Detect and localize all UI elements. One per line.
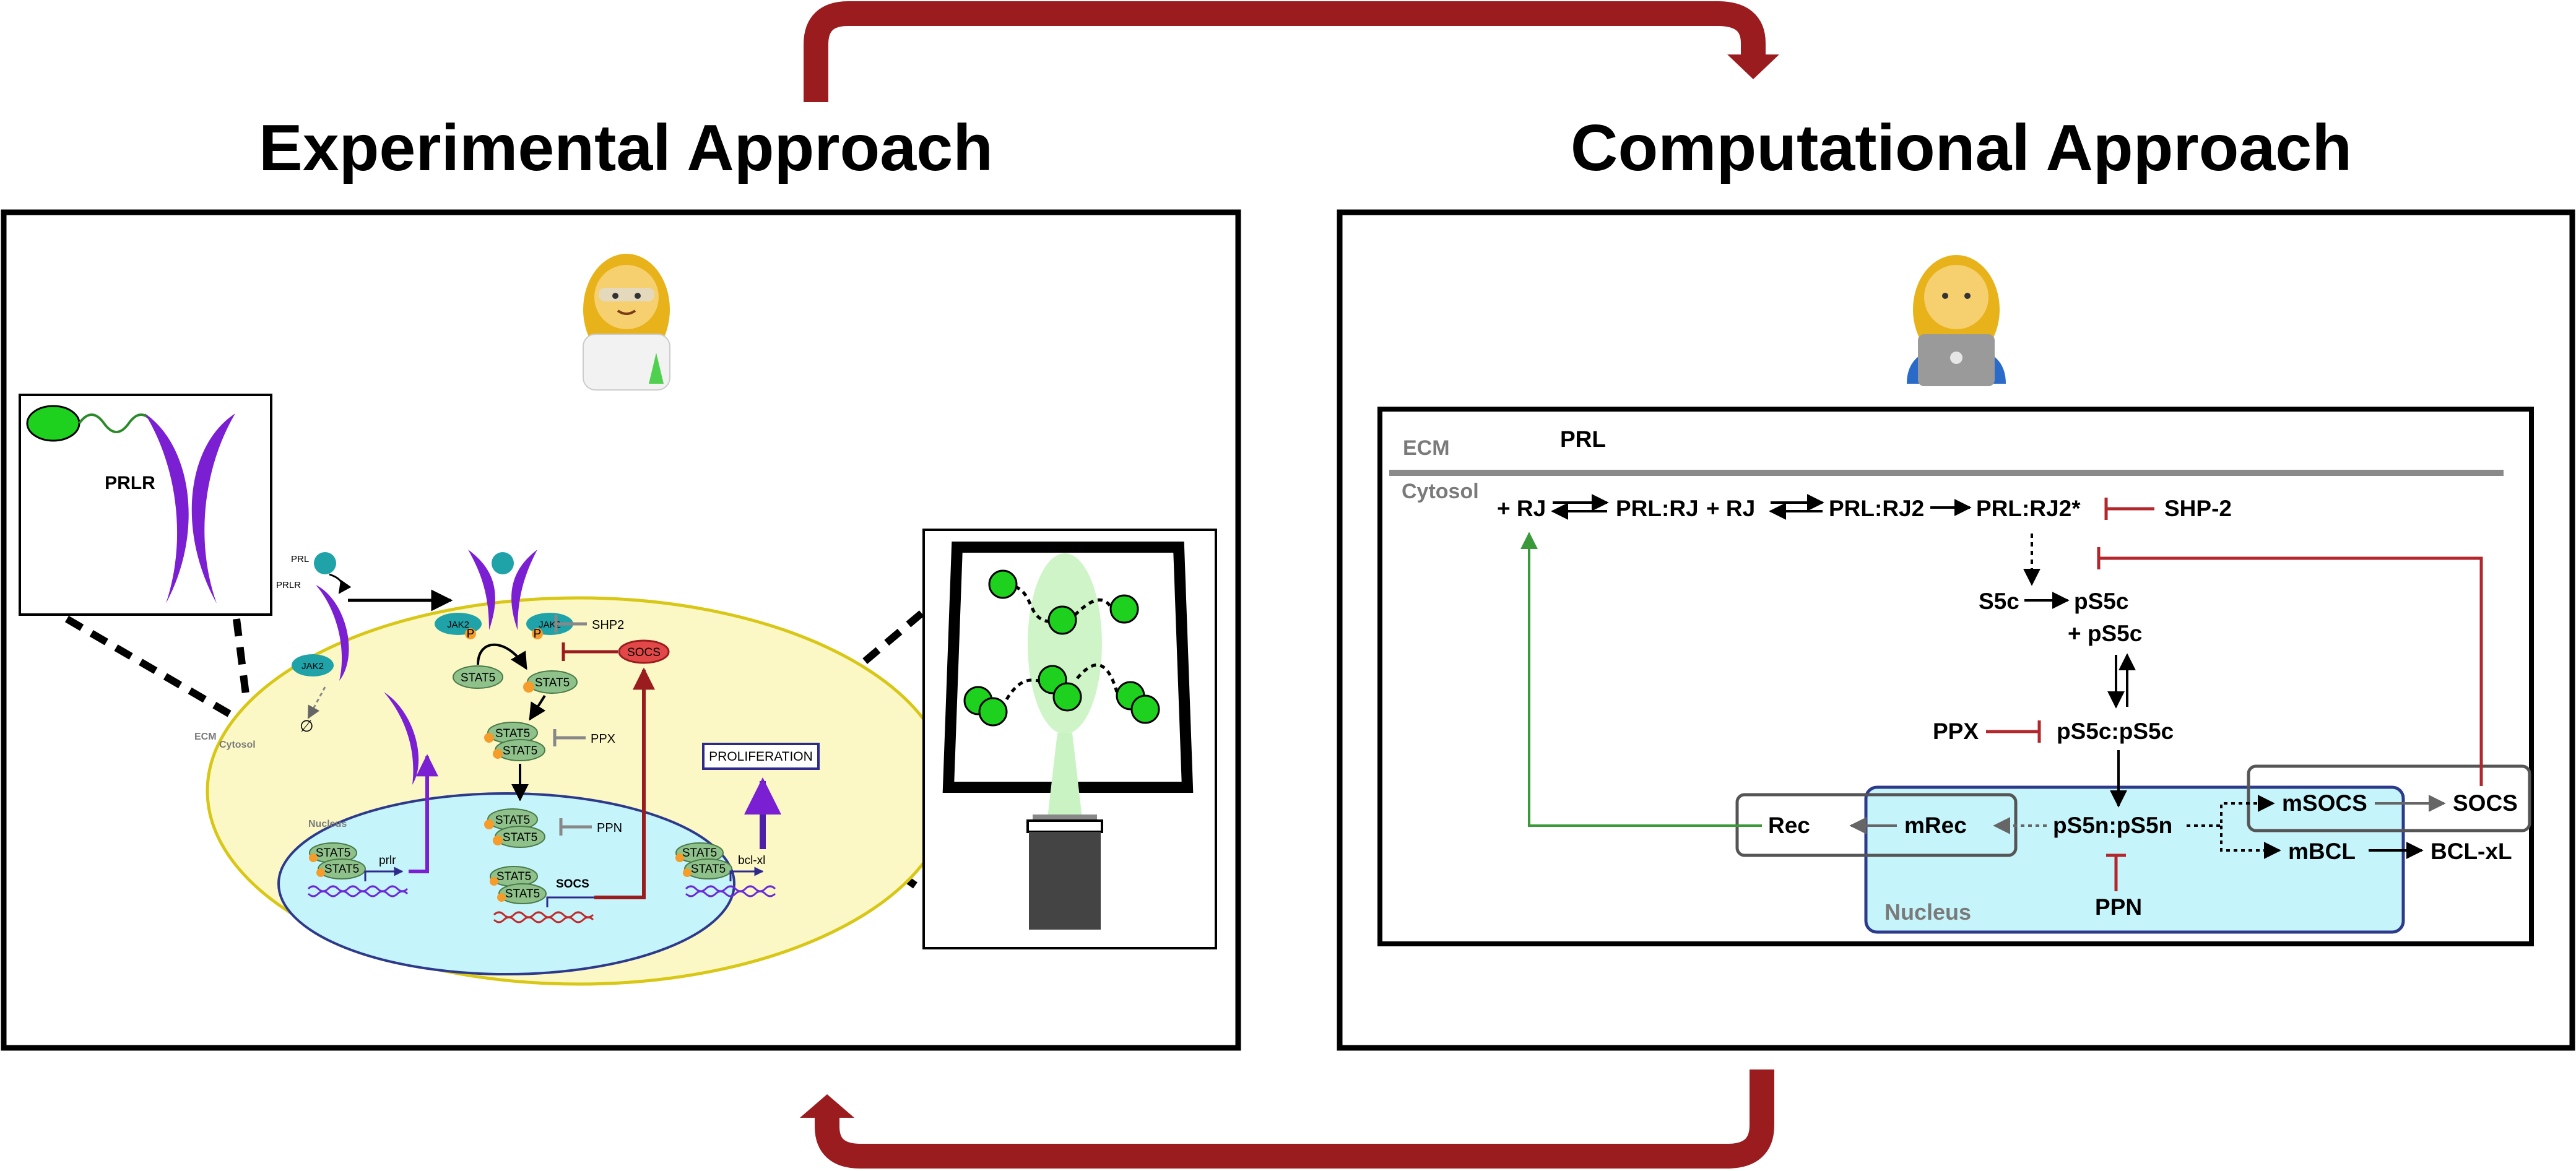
svg-text:STAT5: STAT5 <box>316 847 350 860</box>
prl-small-label: PRL <box>291 554 309 564</box>
node-socs: SOCS <box>2453 790 2518 816</box>
gene-socs: STAT5 STAT5 SOCS <box>490 667 655 923</box>
socs-gene-box <box>2247 764 2531 832</box>
node-rj-2: + RJ <box>1706 496 1755 521</box>
svg-text:STAT5: STAT5 <box>495 727 530 740</box>
prlr-inset: PRLR <box>19 394 272 616</box>
node-ps5n-ps5n: pS5n:pS5n <box>2053 813 2172 838</box>
stat5-phosphorylation: STAT5 STAT5 <box>453 643 578 721</box>
bottom-feedback-arrow <box>800 1069 1774 1169</box>
node-prl: PRL <box>1560 426 1606 452</box>
membrane-receptor: PRL PRLR JAK2 ∅ <box>276 552 419 785</box>
gene-bclxl-label: bcl-xl <box>738 854 765 867</box>
svg-text:JAK2: JAK2 <box>447 620 469 630</box>
node-shp2: SHP-2 <box>2164 496 2232 521</box>
socs-protein-label: SOCS <box>627 646 661 659</box>
new-receptor-icon <box>384 692 419 785</box>
computer-user-icon <box>1907 255 2006 386</box>
cytosol-compartment-label: Cytosol <box>1402 480 1479 503</box>
svg-text:STAT5: STAT5 <box>497 870 531 883</box>
node-ppn: PPN <box>2095 894 2142 920</box>
receptor-recycling-arrow <box>1520 532 1762 827</box>
svg-text:STAT5: STAT5 <box>324 863 359 876</box>
node-mbcl: mBCL <box>2288 839 2356 864</box>
proliferation-label: PROLIFERATION <box>709 750 813 764</box>
stat5-dimer-cytosol: STAT5 STAT5 <box>484 722 545 802</box>
svg-text:STAT5: STAT5 <box>691 863 726 876</box>
node-mrec: mRec <box>1904 813 1967 838</box>
svg-text:P: P <box>467 628 475 641</box>
microscope-inset <box>922 529 1217 949</box>
degradation-symbol: ∅ <box>300 717 314 735</box>
jak2-small-label: JAK2 <box>301 661 324 672</box>
prl-ligand-icon <box>26 405 80 442</box>
proliferation-box <box>702 743 820 770</box>
gene-prlr: STAT5 STAT5 prlr <box>307 754 438 897</box>
gene-socs-label: SOCS <box>556 878 589 891</box>
ecm-compartment-label: ECM <box>1403 436 1450 460</box>
prlr-receptor-left <box>145 413 189 603</box>
node-ps5c: pS5c <box>2074 589 2128 614</box>
prlr-receptor-right <box>191 413 235 603</box>
cytosol-label: Cytosol <box>219 740 256 750</box>
node-prl-rj2: PRL:RJ2 <box>1829 496 1924 521</box>
prl-small-icon <box>314 552 336 574</box>
gene-bclxl: STAT5 STAT5 bcl-xl <box>675 777 781 897</box>
reaction-arrows <box>1551 494 2446 859</box>
gene-prlr-label: prlr <box>379 854 396 867</box>
shp2-label: SHP2 <box>592 618 624 632</box>
prlr-inset-label: PRLR <box>105 473 155 493</box>
svg-text:STAT5: STAT5 <box>535 676 570 689</box>
svg-text:STAT5: STAT5 <box>461 672 495 685</box>
stat5-dimer-nucleus: STAT5 STAT5 <box>484 808 545 848</box>
nucleus-label: Nucleus <box>308 819 347 829</box>
ppx-label: PPX <box>591 732 615 746</box>
ppn-label: PPN <box>597 821 622 835</box>
svg-text:STAT5: STAT5 <box>503 831 537 844</box>
svg-text:STAT5: STAT5 <box>495 814 530 827</box>
node-rec: Rec <box>1768 813 1810 838</box>
svg-text:P: P <box>534 628 542 641</box>
node-ppx: PPX <box>1933 719 1979 744</box>
nucleus-compartment-label: Nucleus <box>1884 899 1971 925</box>
node-s5c: S5c <box>1979 589 2019 614</box>
node-ps5c-ps5c: pS5c:pS5c <box>2057 719 2174 744</box>
svg-text:STAT5: STAT5 <box>505 888 540 901</box>
tracked-particle <box>988 569 1018 599</box>
node-plus-ps5c: + pS5c <box>2068 621 2142 646</box>
dimer-receptor: JAK2 JAK2 P P <box>435 550 573 641</box>
node-bcl-xl: BCL-xL <box>2431 839 2512 864</box>
socs-protein <box>618 639 670 664</box>
ecm-label: ECM <box>194 732 217 742</box>
computational-title: Computational Approach <box>1571 111 2352 184</box>
node-prl-rj2-star: PRL:RJ2* <box>1976 496 2081 521</box>
svg-text:STAT5: STAT5 <box>682 847 717 860</box>
node-rj-1: + RJ <box>1497 496 1546 521</box>
scientist-icon <box>583 254 670 391</box>
node-msocs: mSOCS <box>2282 790 2367 816</box>
prlr-small-label: PRLR <box>276 580 301 590</box>
inhibition-arrows <box>1986 498 2483 891</box>
node-prl-rj: PRL:RJ <box>1616 496 1699 521</box>
top-feedback-arrow <box>804 1 1779 102</box>
svg-text:STAT5: STAT5 <box>503 745 537 758</box>
experimental-title: Experimental Approach <box>259 111 993 184</box>
